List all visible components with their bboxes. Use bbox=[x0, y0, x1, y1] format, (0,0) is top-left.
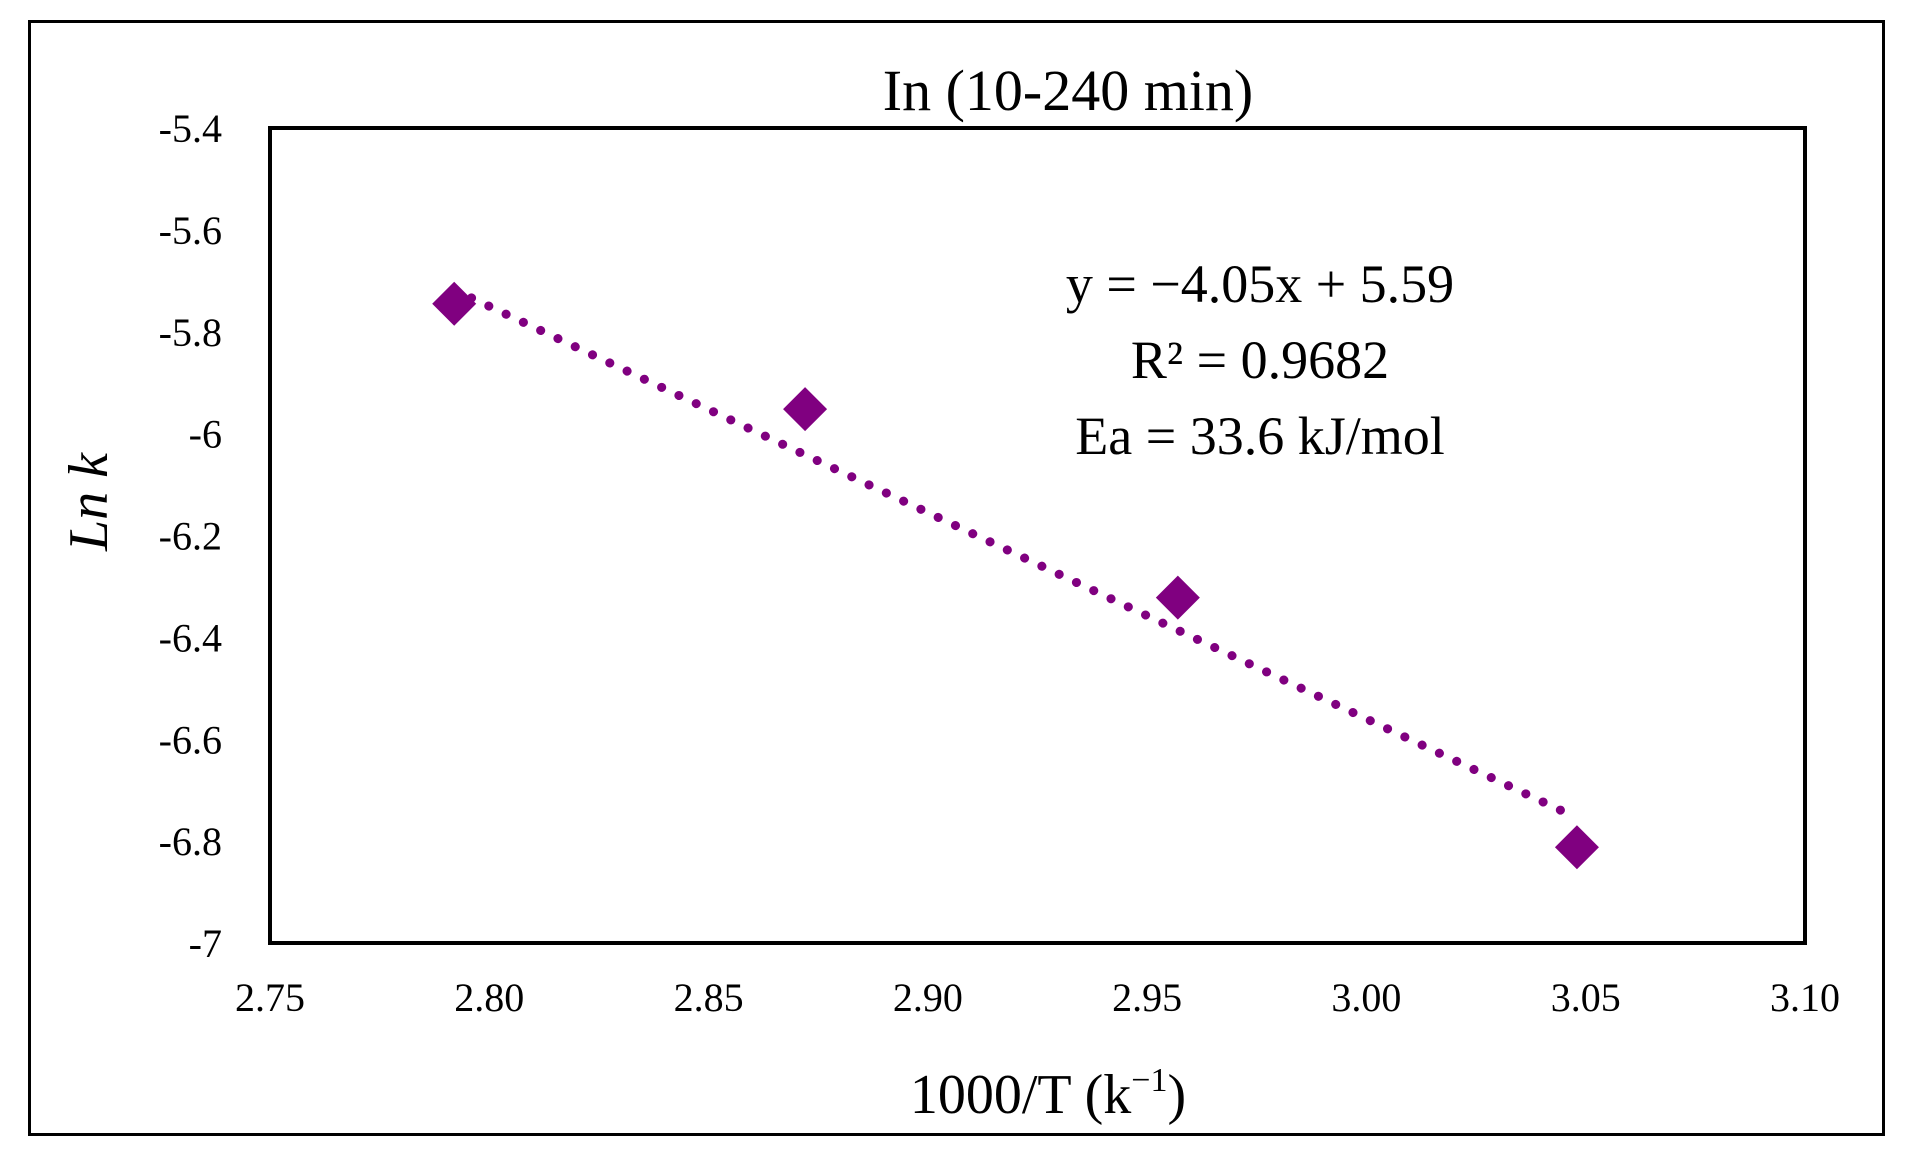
x-axis-label-main: 1000/T (k bbox=[910, 1064, 1131, 1126]
chart-frame bbox=[28, 20, 1885, 1136]
plot-area bbox=[268, 126, 1807, 945]
y-tick-label: -6.2 bbox=[159, 514, 222, 559]
data-point-diamond bbox=[783, 387, 828, 432]
y-tick-label: -5.4 bbox=[159, 106, 222, 151]
activation-energy-label: Ea = 33.6 kJ/mol bbox=[1075, 406, 1444, 466]
y-tick-label: -5.8 bbox=[159, 310, 222, 355]
x-tick-label: 2.75 bbox=[235, 975, 305, 1020]
x-tick-label: 3.05 bbox=[1551, 975, 1621, 1020]
y-tick-label: -5.6 bbox=[159, 208, 222, 253]
x-tick-label: 2.95 bbox=[1112, 975, 1182, 1020]
trendline-path bbox=[449, 285, 1582, 823]
y-tick-label: -6.6 bbox=[159, 717, 222, 762]
y-tick-label: -6 bbox=[189, 412, 222, 457]
x-axis-ticks: 2.75 2.80 2.85 2.90 2.95 3.00 3.05 3.10 bbox=[235, 975, 1840, 1020]
trendline bbox=[449, 285, 1582, 823]
trendline-equation: y = −4.05x + 5.59 bbox=[1066, 254, 1454, 314]
y-axis-ticks: -5.4 -5.6 -5.8 -6 -6.2 -6.4 -6.6 -6.8 -7 bbox=[159, 106, 222, 966]
y-axis-label: Ln k bbox=[58, 452, 120, 552]
x-axis-label-end: ) bbox=[1167, 1064, 1186, 1126]
y-tick-label: -6.8 bbox=[159, 819, 222, 864]
y-tick-label: -7 bbox=[189, 921, 222, 966]
x-axis-label-superscript: −1 bbox=[1131, 1062, 1167, 1099]
r-squared-label: R² = 0.9682 bbox=[1131, 330, 1389, 390]
x-tick-label: 2.80 bbox=[454, 975, 524, 1020]
data-point-diamond bbox=[432, 281, 477, 326]
x-tick-label: 3.00 bbox=[1331, 975, 1401, 1020]
x-tick-label: 3.10 bbox=[1770, 975, 1840, 1020]
data-point-diamond bbox=[1554, 825, 1599, 870]
x-tick-label: 2.90 bbox=[893, 975, 963, 1020]
x-tick-label: 2.85 bbox=[674, 975, 744, 1020]
chart-title: In (10-240 min) bbox=[883, 58, 1254, 123]
data-points bbox=[432, 281, 1599, 870]
data-point-diamond bbox=[1155, 575, 1200, 620]
x-axis-label: 1000/T (k−1) bbox=[910, 1062, 1186, 1126]
y-tick-label: -6.4 bbox=[159, 615, 222, 660]
